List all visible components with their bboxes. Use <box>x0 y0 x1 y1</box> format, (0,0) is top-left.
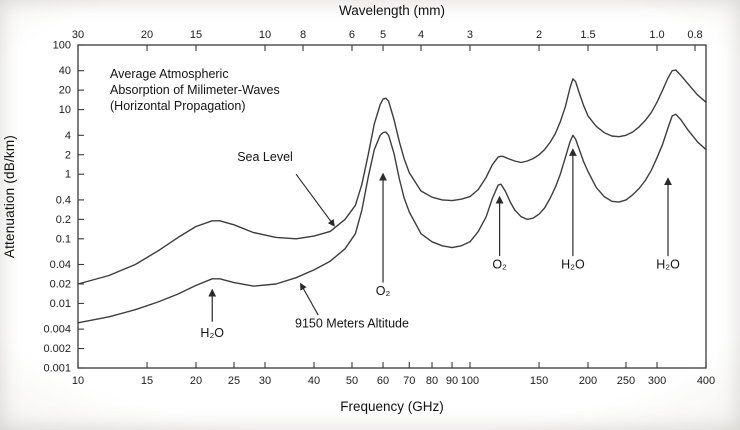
wavelength-tick-label: 10 <box>259 29 271 41</box>
x-tick-label: 200 <box>579 375 597 387</box>
wavelength-tick-label: 8 <box>300 29 306 41</box>
x-tick-label: 30 <box>259 375 271 387</box>
peak-label: H₂O <box>200 326 224 340</box>
y-tick-label: 4 <box>65 130 71 142</box>
peak-label: O₂ <box>376 284 391 298</box>
wavelength-tick-label: 6 <box>349 29 355 41</box>
plot-frame <box>77 44 707 369</box>
x-tick-label: 250 <box>617 375 635 387</box>
curve-label-arrow <box>300 282 319 316</box>
wavelength-tick-label: 2 <box>536 29 542 41</box>
wavelength-tick-label: 15 <box>190 29 202 41</box>
y-tick-label: 0.001 <box>43 363 71 375</box>
peak-label: H₂O <box>561 257 585 271</box>
x-tick-label: 10 <box>72 375 84 387</box>
wavelength-tick-label: 4 <box>418 29 424 41</box>
y-tick-label: 40 <box>59 65 71 77</box>
x-tick-label: 300 <box>648 375 666 387</box>
peak-label: H₂O <box>656 257 680 271</box>
figure-title: Average Atmospheric Absorption of Milime… <box>110 66 280 114</box>
x-tick-label: 15 <box>141 375 153 387</box>
x-tick-label: 40 <box>308 375 320 387</box>
wavelength-tick-label: 1.0 <box>649 29 664 41</box>
wavelength-tick-label: 20 <box>141 29 153 41</box>
curve-label: 9150 Meters Altitude <box>295 317 409 331</box>
wavelength-tick-label: 0.8 <box>687 29 702 41</box>
wavelength-tick-label: 30 <box>72 29 84 41</box>
y-tick-label: 0.01 <box>50 298 71 310</box>
wavelength-tick-label: 1.5 <box>580 29 595 41</box>
x-tick-label: 80 <box>426 375 438 387</box>
y-axis-title: Attenuation (dB/km) <box>2 135 17 259</box>
y-tick-label: 100 <box>53 40 71 52</box>
curve-label-arrow <box>295 173 335 227</box>
curve-sea-level <box>77 69 707 285</box>
x-tick-label: 20 <box>190 375 202 387</box>
y-tick-label: 1 <box>65 169 71 181</box>
figure-title-line-2: Absorption of Milimeter-Waves <box>110 83 280 97</box>
peak-label: O₂ <box>492 257 507 271</box>
y-tick-label: 0.04 <box>50 259 71 271</box>
x-tick-label: 150 <box>530 375 548 387</box>
x-tick-label: 60 <box>377 375 389 387</box>
y-tick-label: 0.2 <box>56 214 71 226</box>
y-tick-label: 20 <box>59 85 71 97</box>
x-tick-label: 25 <box>228 375 240 387</box>
curve-label: Sea Level <box>237 150 293 164</box>
figure-title-line-3: (Horizontal Propagation) <box>110 99 246 113</box>
y-tick-label: 0.4 <box>56 194 71 206</box>
top-axis-title: Wavelength (mm) <box>338 3 446 18</box>
curve-9150-meters-altitude <box>77 113 707 324</box>
x-axis-title: Frequency (GHz) <box>340 399 444 414</box>
x-tick-label: 100 <box>461 375 479 387</box>
y-tick-label: 0.002 <box>43 343 71 355</box>
wavelength-tick-label: 5 <box>380 29 386 41</box>
y-tick-label: 0.02 <box>50 278 71 290</box>
wavelength-tick-label: 3 <box>467 29 473 41</box>
y-tick-label: 0.1 <box>56 233 71 245</box>
y-tick-label: 0.004 <box>43 324 71 336</box>
x-tick-label: 50 <box>346 375 358 387</box>
x-tick-label: 70 <box>403 375 415 387</box>
x-tick-label: 400 <box>697 375 715 387</box>
y-tick-label: 2 <box>65 149 71 161</box>
figure-title-line-1: Average Atmospheric <box>110 67 229 81</box>
y-tick-label: 10 <box>59 104 71 116</box>
x-tick-label: 90 <box>446 375 458 387</box>
